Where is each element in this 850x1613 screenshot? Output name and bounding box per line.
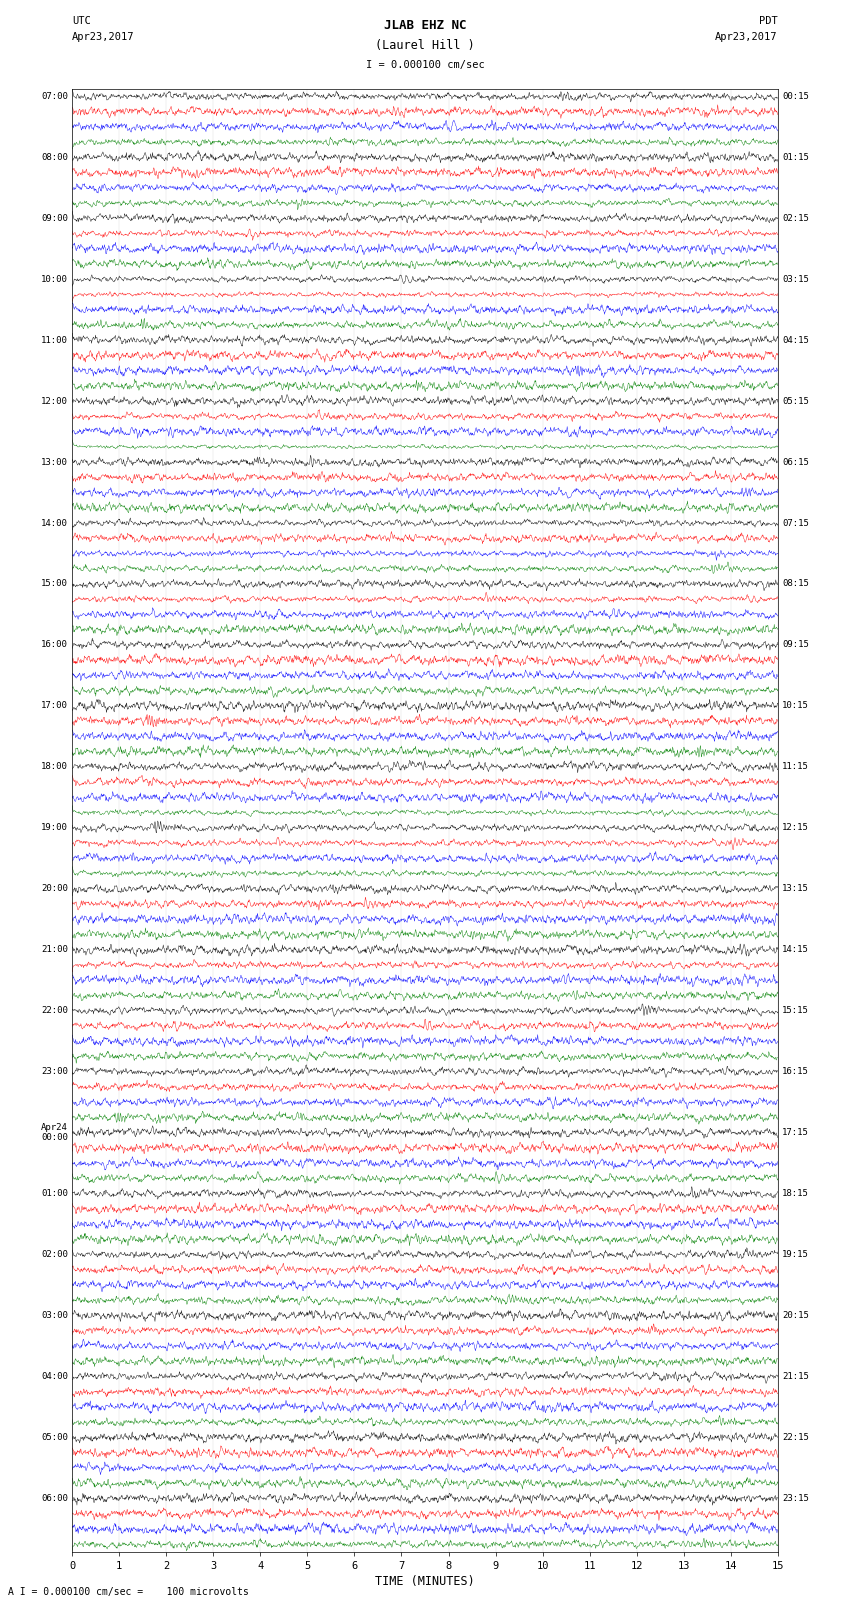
Text: 07:15: 07:15 [782, 518, 809, 527]
Text: 10:15: 10:15 [782, 702, 809, 710]
Text: 01:15: 01:15 [782, 153, 809, 161]
Text: 21:15: 21:15 [782, 1373, 809, 1381]
X-axis label: TIME (MINUTES): TIME (MINUTES) [375, 1574, 475, 1587]
Text: 02:00: 02:00 [41, 1250, 68, 1260]
Text: 00:15: 00:15 [782, 92, 809, 102]
Text: 08:00: 08:00 [41, 153, 68, 161]
Text: Apr23,2017: Apr23,2017 [715, 32, 778, 42]
Text: 22:00: 22:00 [41, 1007, 68, 1015]
Text: UTC: UTC [72, 16, 91, 26]
Text: A I = 0.000100 cm/sec =    100 microvolts: A I = 0.000100 cm/sec = 100 microvolts [8, 1587, 249, 1597]
Text: 04:00: 04:00 [41, 1373, 68, 1381]
Text: JLAB EHZ NC: JLAB EHZ NC [383, 19, 467, 32]
Text: 05:00: 05:00 [41, 1432, 68, 1442]
Text: 17:00: 17:00 [41, 702, 68, 710]
Text: 16:00: 16:00 [41, 640, 68, 650]
Text: 13:00: 13:00 [41, 458, 68, 466]
Text: 23:00: 23:00 [41, 1068, 68, 1076]
Text: I = 0.000100 cm/sec: I = 0.000100 cm/sec [366, 60, 484, 69]
Text: 12:00: 12:00 [41, 397, 68, 405]
Text: 03:15: 03:15 [782, 274, 809, 284]
Text: 18:15: 18:15 [782, 1189, 809, 1198]
Text: 20:15: 20:15 [782, 1311, 809, 1319]
Text: 16:15: 16:15 [782, 1068, 809, 1076]
Text: 06:15: 06:15 [782, 458, 809, 466]
Text: 12:15: 12:15 [782, 823, 809, 832]
Text: 01:00: 01:00 [41, 1189, 68, 1198]
Text: 09:00: 09:00 [41, 215, 68, 223]
Text: 18:00: 18:00 [41, 763, 68, 771]
Text: 10:00: 10:00 [41, 274, 68, 284]
Text: Apr24
00:00: Apr24 00:00 [41, 1123, 68, 1142]
Text: 06:00: 06:00 [41, 1494, 68, 1503]
Text: (Laurel Hill ): (Laurel Hill ) [375, 39, 475, 52]
Text: 21:00: 21:00 [41, 945, 68, 955]
Text: 15:00: 15:00 [41, 579, 68, 589]
Text: PDT: PDT [759, 16, 778, 26]
Text: 13:15: 13:15 [782, 884, 809, 894]
Text: 05:15: 05:15 [782, 397, 809, 405]
Text: 07:00: 07:00 [41, 92, 68, 102]
Text: 11:00: 11:00 [41, 336, 68, 345]
Text: 19:15: 19:15 [782, 1250, 809, 1260]
Text: 19:00: 19:00 [41, 823, 68, 832]
Text: 14:15: 14:15 [782, 945, 809, 955]
Text: 14:00: 14:00 [41, 518, 68, 527]
Text: 09:15: 09:15 [782, 640, 809, 650]
Text: 20:00: 20:00 [41, 884, 68, 894]
Text: 03:00: 03:00 [41, 1311, 68, 1319]
Text: 15:15: 15:15 [782, 1007, 809, 1015]
Text: 22:15: 22:15 [782, 1432, 809, 1442]
Text: 11:15: 11:15 [782, 763, 809, 771]
Text: 02:15: 02:15 [782, 215, 809, 223]
Text: 08:15: 08:15 [782, 579, 809, 589]
Text: 23:15: 23:15 [782, 1494, 809, 1503]
Text: 17:15: 17:15 [782, 1127, 809, 1137]
Text: Apr23,2017: Apr23,2017 [72, 32, 135, 42]
Text: 04:15: 04:15 [782, 336, 809, 345]
